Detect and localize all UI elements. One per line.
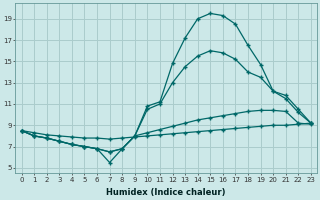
X-axis label: Humidex (Indice chaleur): Humidex (Indice chaleur)	[107, 188, 226, 197]
